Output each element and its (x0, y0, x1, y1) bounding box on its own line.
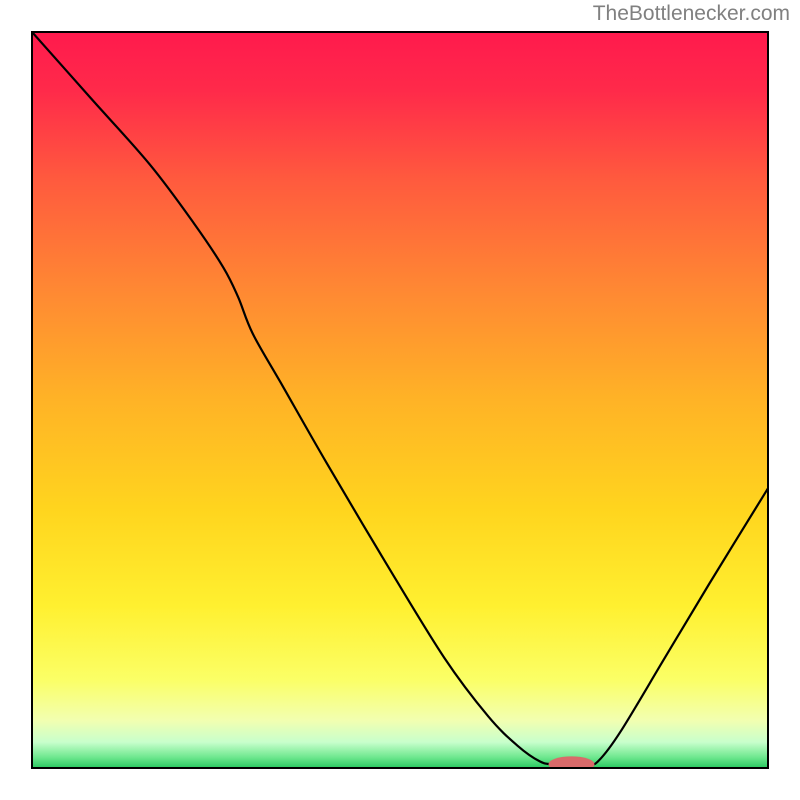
bottleneck-chart (0, 0, 800, 800)
watermark-label: TheBottlenecker.com (593, 2, 790, 26)
chart-container: TheBottlenecker.com (0, 0, 800, 800)
plot-gradient-background (32, 32, 768, 768)
